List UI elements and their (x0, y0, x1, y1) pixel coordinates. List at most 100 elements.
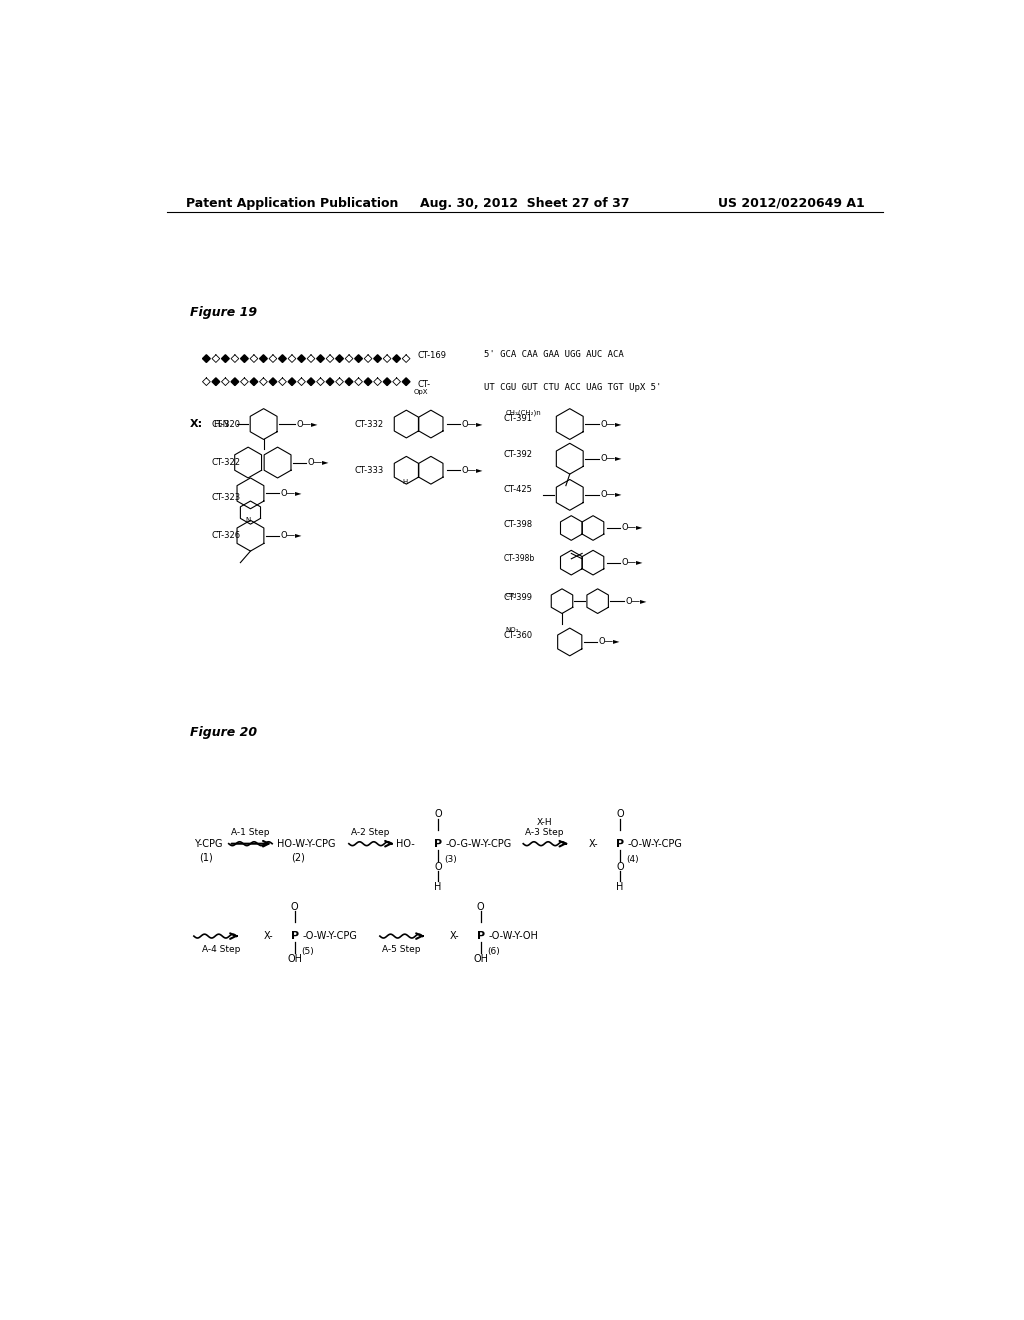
Text: O—►: O—► (296, 420, 317, 429)
Text: H: H (402, 479, 409, 484)
Text: CT-323: CT-323 (212, 492, 241, 502)
Text: O—►: O—► (461, 466, 482, 475)
Polygon shape (365, 355, 372, 363)
Polygon shape (402, 378, 410, 385)
Polygon shape (288, 355, 296, 363)
Polygon shape (354, 378, 362, 385)
Text: Figure 20: Figure 20 (190, 726, 257, 739)
Polygon shape (279, 378, 287, 385)
Text: H: H (434, 882, 441, 892)
Text: O—►: O—► (601, 420, 623, 429)
Polygon shape (374, 378, 382, 385)
Polygon shape (365, 378, 372, 385)
Text: (1): (1) (200, 853, 213, 862)
Polygon shape (298, 355, 305, 363)
Text: (6): (6) (486, 946, 500, 956)
Polygon shape (269, 355, 276, 363)
Text: H: H (616, 882, 624, 892)
Polygon shape (231, 355, 239, 363)
Text: CT-425: CT-425 (504, 484, 532, 494)
Polygon shape (327, 355, 334, 363)
Text: O—►: O—► (601, 491, 623, 499)
Text: US 2012/0220649 A1: US 2012/0220649 A1 (718, 197, 864, 210)
Text: N: N (246, 517, 251, 523)
Text: A-5 Step: A-5 Step (382, 945, 420, 954)
Polygon shape (383, 355, 391, 363)
Text: O—►: O—► (461, 420, 482, 429)
Text: -O-W-Y-CPG: -O-W-Y-CPG (628, 838, 683, 849)
Text: O—►: O—► (626, 597, 647, 606)
Text: O: O (477, 902, 484, 912)
Text: Y-CPG: Y-CPG (194, 838, 222, 849)
Text: O—►: O—► (308, 458, 330, 467)
Polygon shape (269, 378, 276, 385)
Text: A-1 Step: A-1 Step (231, 829, 269, 837)
Text: CT-169: CT-169 (417, 351, 446, 360)
Text: OH: OH (473, 954, 488, 964)
Text: OpX: OpX (414, 389, 428, 396)
Text: HO-W-Y-CPG: HO-W-Y-CPG (276, 838, 335, 849)
Text: O—►: O—► (601, 454, 623, 463)
Text: CT-398: CT-398 (504, 520, 534, 528)
Text: NO₂: NO₂ (506, 627, 519, 632)
Text: CT-332: CT-332 (354, 420, 383, 429)
Text: O—►: O—► (281, 488, 302, 498)
Text: CT-: CT- (417, 380, 430, 389)
Text: C₂H: C₂H (506, 593, 517, 598)
Text: OH: OH (287, 954, 302, 964)
Text: A-3 Step: A-3 Step (525, 829, 563, 837)
Polygon shape (203, 378, 210, 385)
Text: P: P (616, 838, 625, 849)
Text: P: P (434, 838, 442, 849)
Text: HO-: HO- (396, 838, 415, 849)
Text: UT CGU GUT CTU ACC UAG TGT UpX 5': UT CGU GUT CTU ACC UAG TGT UpX 5' (484, 383, 662, 392)
Text: H₂N: H₂N (213, 420, 228, 429)
Text: CT-392: CT-392 (504, 450, 532, 459)
Text: CT-391: CT-391 (504, 414, 532, 424)
Text: (2): (2) (291, 853, 304, 862)
Text: O—►: O—► (598, 638, 620, 647)
Polygon shape (298, 378, 305, 385)
Text: O—►: O—► (281, 531, 302, 540)
Polygon shape (307, 378, 315, 385)
Polygon shape (383, 378, 391, 385)
Polygon shape (241, 355, 248, 363)
Text: 5' GCA CAA GAA UGG AUC ACA: 5' GCA CAA GAA UGG AUC ACA (484, 350, 625, 359)
Text: O: O (434, 862, 441, 871)
Text: P: P (291, 931, 299, 941)
Text: O: O (291, 902, 298, 912)
Text: CT-326: CT-326 (212, 531, 241, 540)
Text: A-2 Step: A-2 Step (351, 829, 390, 837)
Text: O—►: O—► (622, 558, 643, 568)
Text: O: O (616, 862, 624, 871)
Polygon shape (221, 378, 229, 385)
Text: O—►: O—► (622, 524, 643, 532)
Polygon shape (345, 378, 353, 385)
Polygon shape (288, 378, 296, 385)
Polygon shape (345, 355, 353, 363)
Polygon shape (203, 355, 210, 363)
Text: X-: X- (589, 838, 598, 849)
Polygon shape (336, 355, 343, 363)
Text: Figure 19: Figure 19 (190, 306, 257, 319)
Text: P: P (476, 931, 484, 941)
Text: CT-333: CT-333 (354, 466, 384, 475)
Text: CT-399: CT-399 (504, 593, 532, 602)
Polygon shape (402, 355, 410, 363)
Polygon shape (212, 378, 220, 385)
Text: O: O (434, 809, 441, 820)
Polygon shape (259, 378, 267, 385)
Text: -O-W-Y-CPG: -O-W-Y-CPG (302, 931, 357, 941)
Text: (3): (3) (444, 854, 457, 863)
Text: CH₂(CH₂)n: CH₂(CH₂)n (506, 409, 541, 416)
Polygon shape (221, 355, 229, 363)
Text: A-4 Step: A-4 Step (202, 945, 240, 954)
Text: X-: X- (263, 931, 273, 941)
Text: -O-G-W-Y-CPG: -O-G-W-Y-CPG (445, 838, 512, 849)
Text: CT-322: CT-322 (212, 458, 241, 467)
Polygon shape (316, 378, 325, 385)
Text: Patent Application Publication: Patent Application Publication (186, 197, 398, 210)
Text: -O-W-Y-OH: -O-W-Y-OH (488, 931, 539, 941)
Polygon shape (316, 355, 325, 363)
Polygon shape (374, 355, 382, 363)
